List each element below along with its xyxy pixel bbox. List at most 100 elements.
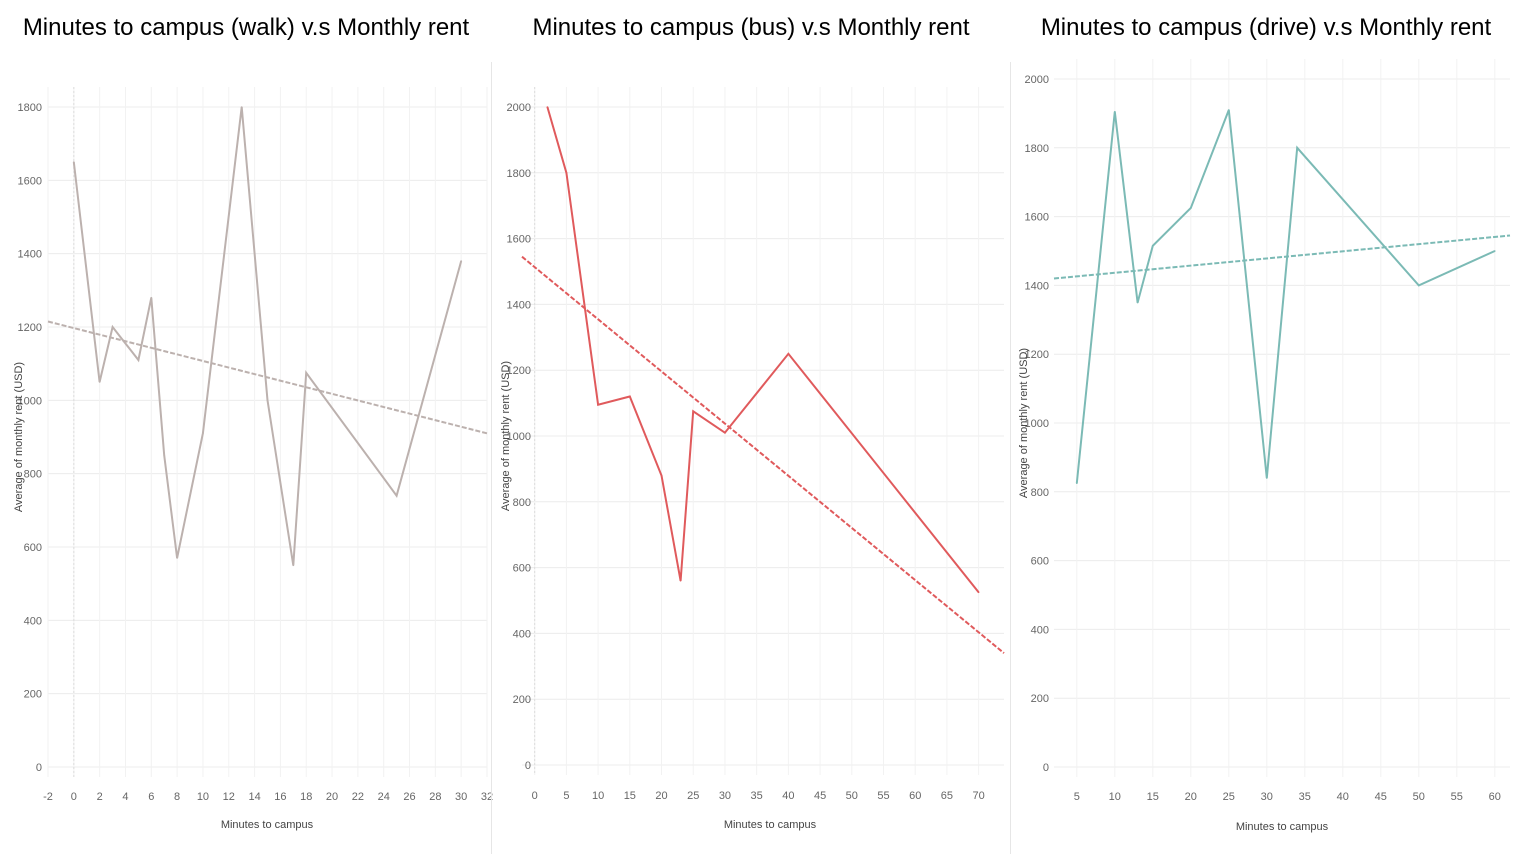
x-tick-label: 70: [973, 790, 985, 802]
x-tick-label: 16: [274, 791, 286, 803]
x-tick-label: 60: [1489, 791, 1501, 803]
x-tick-label: 65: [941, 790, 953, 802]
x-tick-label: 4: [122, 791, 128, 803]
data-point: [1266, 477, 1268, 479]
data-point: [163, 454, 166, 457]
y-tick-label: 0: [1043, 762, 1049, 774]
x-tick-label: 18: [300, 791, 312, 803]
data-point: [1296, 147, 1298, 149]
y-tick-label: 1800: [18, 102, 42, 114]
data-point: [597, 403, 599, 406]
y-tick-label: 1000: [1025, 418, 1049, 430]
data-point: [240, 106, 243, 108]
x-tick-label: 55: [877, 790, 889, 802]
chart-title: Minutes to campus (walk) v.s Monthly ren…: [22, 14, 470, 41]
data-point: [305, 372, 308, 374]
y-tick-label: 0: [36, 762, 42, 774]
y-tick-label: 1400: [1025, 280, 1049, 292]
y-tick-label: 400: [24, 615, 42, 627]
x-tick-label: 45: [814, 790, 826, 802]
x-tick-label: 0: [71, 791, 77, 803]
y-tick-label: 2000: [507, 102, 531, 114]
data-point: [460, 260, 462, 262]
y-tick-label: 200: [1031, 693, 1049, 705]
y-tick-label: 400: [1031, 624, 1049, 636]
y-tick-label: 1000: [18, 395, 42, 407]
y-tick-label: 1600: [18, 175, 42, 187]
x-tick-label: 25: [1223, 791, 1235, 803]
x-axis-title: Minutes to campus: [724, 819, 817, 831]
x-tick-label: 30: [719, 790, 731, 802]
y-tick-label: 800: [1031, 487, 1049, 499]
data-point: [150, 296, 153, 299]
data-point: [176, 557, 178, 559]
y-tick-label: 0: [525, 760, 531, 772]
x-tick-label: 14: [248, 791, 260, 803]
x-tick-label: 24: [378, 791, 390, 803]
series-line: [72, 106, 463, 566]
x-axis-title: Minutes to campus: [221, 819, 314, 831]
data-point: [660, 474, 663, 477]
x-tick-label: 0: [532, 790, 538, 802]
y-tick-label: 600: [1031, 556, 1049, 568]
trend-line: [47, 320, 488, 435]
bus-chart-svg: 0 200 400 600 800 1000 1200 1400 1600 1800 2000 0 5 1…: [500, 87, 1005, 831]
data-point: [1152, 245, 1154, 247]
walk-chart-panel: Minutes to campus (walk) v.s Monthly ren…: [0, 0, 493, 854]
data-point: [266, 399, 269, 402]
chart-title: Minutes to campus (drive) v.s Monthly re…: [1040, 14, 1492, 41]
x-tick-label: 5: [563, 790, 569, 802]
data-point: [1418, 284, 1420, 287]
x-tick-label: 40: [782, 790, 794, 802]
data-point: [692, 410, 695, 413]
data-point: [1190, 207, 1192, 209]
x-tick-label: 32: [481, 791, 493, 803]
data-point: [292, 564, 295, 567]
x-tick-label: 6: [148, 791, 154, 803]
trend-line: [521, 255, 1005, 654]
x-tick-label: 10: [197, 791, 209, 803]
series-line: [546, 106, 980, 593]
x-tick-label: 55: [1451, 791, 1463, 803]
y-tick-label: 1000: [507, 431, 531, 443]
data-point: [1136, 301, 1139, 304]
x-tick-label: 45: [1375, 791, 1387, 803]
data-point: [98, 381, 101, 383]
data-point: [202, 432, 204, 435]
x-tick-label: 35: [1299, 791, 1311, 803]
data-point: [111, 326, 114, 328]
y-axis-title: Average of monthly rent (USD): [1018, 348, 1030, 498]
y-tick-label: 1400: [507, 299, 531, 311]
x-tick-label: 30: [455, 791, 467, 803]
y-tick-label: 1800: [1025, 143, 1049, 155]
data-point: [395, 494, 398, 497]
x-tick-label: 15: [624, 790, 636, 802]
x-tick-label: 50: [846, 790, 858, 802]
y-tick-label: 600: [513, 563, 531, 575]
trend-line: [1053, 234, 1511, 280]
x-tick-label: -2: [43, 791, 53, 803]
x-tick-label: 8: [174, 791, 180, 803]
x-tick-label: 25: [687, 790, 699, 802]
x-tick-label: 28: [429, 791, 441, 803]
y-axis-title: Average of monthly rent (USD): [13, 362, 25, 512]
data-point: [546, 106, 549, 108]
y-tick-label: 600: [24, 542, 42, 554]
data-point: [977, 591, 980, 594]
x-tick-label: 30: [1261, 791, 1273, 803]
y-tick-label: 1600: [1025, 212, 1049, 224]
x-tick-label: 12: [223, 791, 235, 803]
data-point: [787, 352, 790, 355]
data-point: [679, 579, 682, 582]
data-point: [1076, 482, 1078, 485]
x-tick-label: 20: [326, 791, 338, 803]
x-tick-label: 2: [97, 791, 103, 803]
y-tick-label: 800: [513, 497, 531, 509]
x-tick-label: 22: [352, 791, 364, 803]
panel-divider: [491, 62, 492, 854]
x-tick-label: 10: [1109, 791, 1121, 803]
y-tick-label: 1600: [507, 234, 531, 246]
y-tick-label: 200: [513, 694, 531, 706]
y-tick-label: 200: [24, 689, 42, 701]
chart-title: Minutes to campus (bus) v.s Monthly rent: [532, 14, 970, 41]
